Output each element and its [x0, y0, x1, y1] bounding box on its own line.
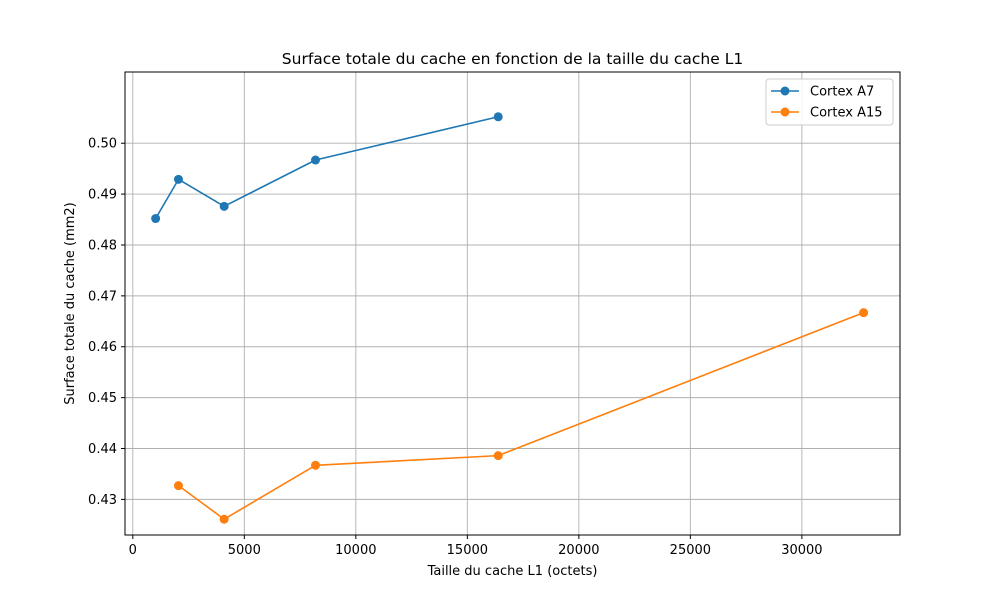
- data-point: [493, 112, 503, 122]
- y-tick-label: 0.47: [88, 289, 117, 304]
- legend-marker-series-1: [780, 107, 790, 117]
- data-point: [173, 174, 183, 184]
- x-tick-label: 15000: [447, 543, 488, 558]
- y-tick-label: 0.46: [88, 340, 117, 355]
- x-tick-label: 5000: [228, 543, 261, 558]
- legend-marker-series-0: [780, 86, 790, 96]
- series-layer: [151, 112, 869, 524]
- y-tick-label: 0.50: [88, 137, 117, 152]
- data-point: [173, 481, 183, 491]
- x-tick-label: 25000: [670, 543, 711, 558]
- y-axis-label: Surface totale du cache (mm2): [63, 202, 78, 405]
- legend-label-series-0: Cortex A7: [810, 85, 874, 100]
- chart-title: Surface totale du cache en fonction de l…: [282, 50, 743, 68]
- y-tick-label: 0.43: [88, 493, 117, 508]
- x-tick-label: 10000: [335, 543, 376, 558]
- series-line: [178, 311, 864, 521]
- legend-label-series-1: Cortex A15: [810, 106, 883, 121]
- y-tick-label: 0.44: [88, 442, 117, 457]
- series-0: [151, 112, 503, 224]
- x-tick-label: 20000: [558, 543, 599, 558]
- grid-lines: [125, 72, 900, 535]
- series-line: [154, 115, 499, 219]
- y-tick-label: 0.45: [88, 391, 117, 406]
- data-point: [493, 451, 503, 461]
- legend: Cortex A7 Cortex A15: [765, 78, 894, 126]
- y-axis: 0.43 0.44 0.45 0.46 0.47 0.48 0.49 0.50: [88, 137, 125, 508]
- series-1: [173, 308, 869, 524]
- x-tick-label: 0: [129, 543, 137, 558]
- data-point: [219, 514, 229, 524]
- x-axis: 0 5000 10000 15000 20000 25000 30000: [129, 535, 823, 558]
- data-point: [151, 214, 161, 224]
- data-point: [311, 460, 321, 470]
- x-tick-label: 30000: [781, 543, 822, 558]
- y-tick-label: 0.48: [88, 238, 117, 253]
- plot-area-frame: [124, 71, 901, 536]
- data-point: [219, 201, 229, 211]
- data-point: [859, 308, 869, 318]
- y-tick-label: 0.49: [88, 188, 117, 203]
- x-axis-label: Taille du cache L1 (octets): [427, 564, 598, 579]
- data-point: [311, 155, 321, 165]
